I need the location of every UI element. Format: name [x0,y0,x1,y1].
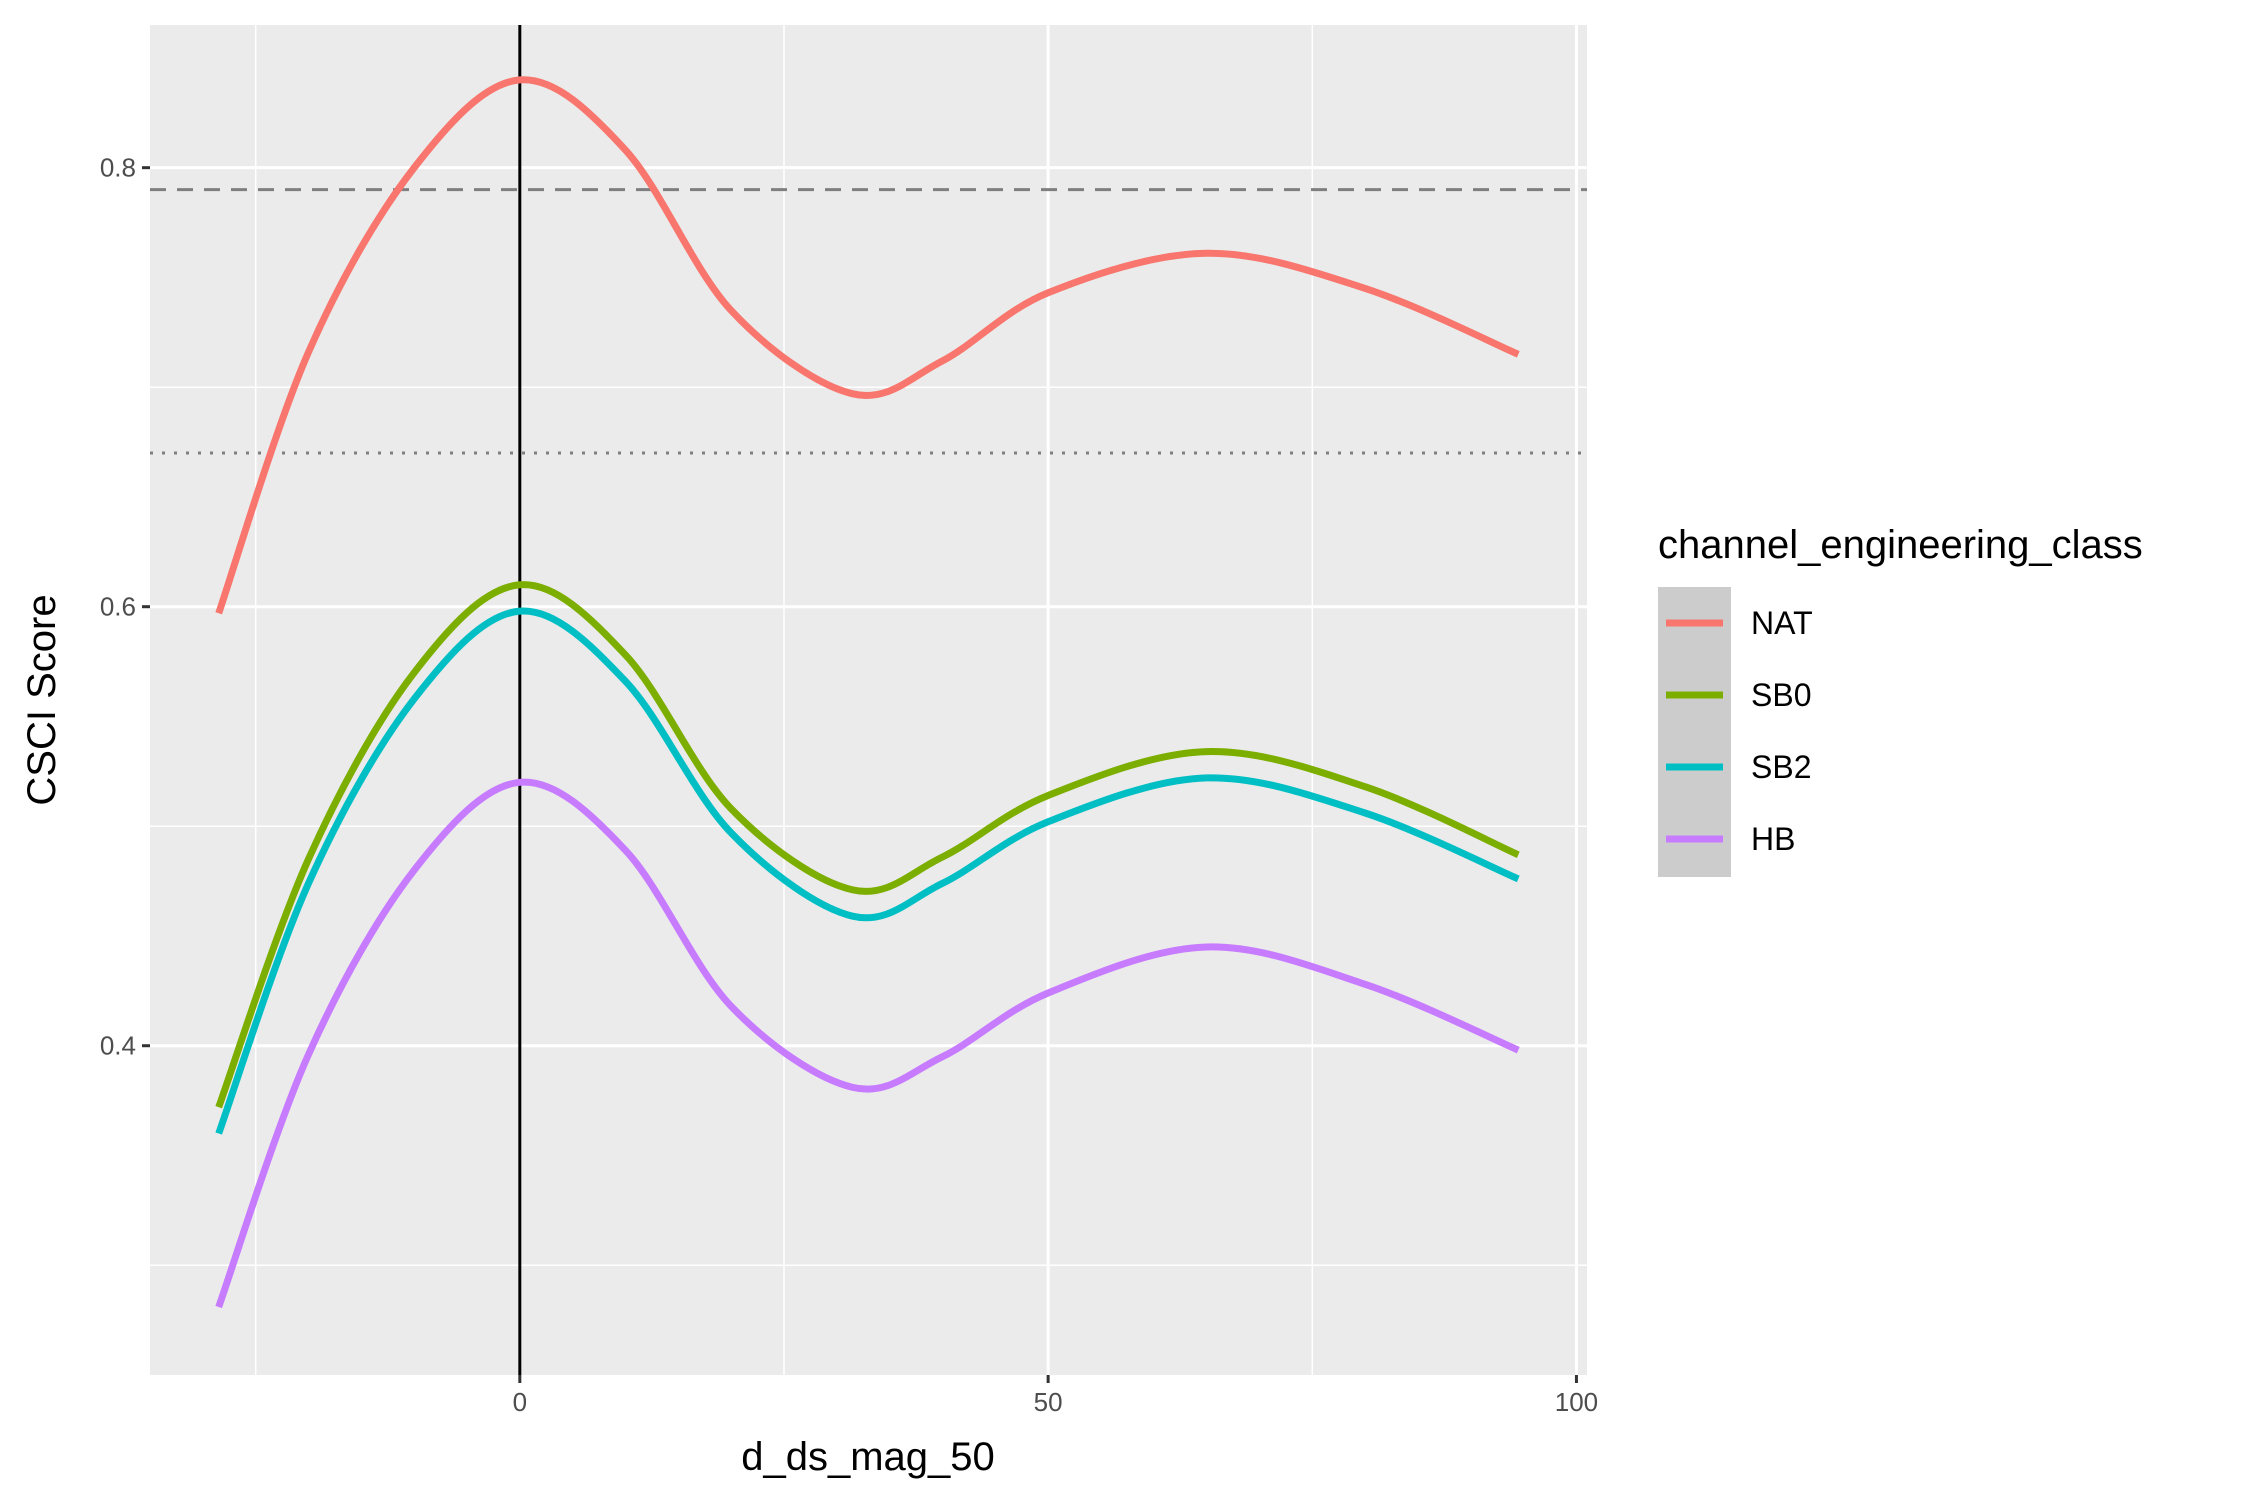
series-line-sb0 [215,581,1520,1109]
series-line-hb [215,778,1520,1309]
legend-label-hb: HB [1751,821,1795,857]
legend-label-sb2: SB2 [1751,749,1811,785]
legend: channel_engineering_class NAT SB0 SB2 HB [1658,523,2143,877]
y-axis-title: CSCI Score [20,594,64,805]
legend-label-nat: NAT [1751,605,1813,641]
legend-label-sb0: SB0 [1751,677,1811,713]
legend-key-background [1658,587,1731,877]
y-tick-label: 0.6 [100,592,136,622]
series-lines [215,76,1520,1309]
y-tick-label: 0.8 [100,153,136,183]
axis-ticks: 0 50 100 0.4 0.6 0.8 [100,153,1598,1417]
x-tick-label: 0 [513,1387,527,1417]
series-line-nat [215,76,1520,615]
legend-title: channel_engineering_class [1658,523,2143,567]
x-axis-title: d_ds_mag_50 [741,1435,995,1479]
y-tick-label: 0.4 [100,1031,136,1061]
x-tick-label: 50 [1034,1387,1063,1417]
reference-lines [150,25,1587,1375]
x-tick-label: 100 [1555,1387,1598,1417]
series-line-sb2 [215,607,1520,1135]
plot-panel [150,25,1587,1375]
